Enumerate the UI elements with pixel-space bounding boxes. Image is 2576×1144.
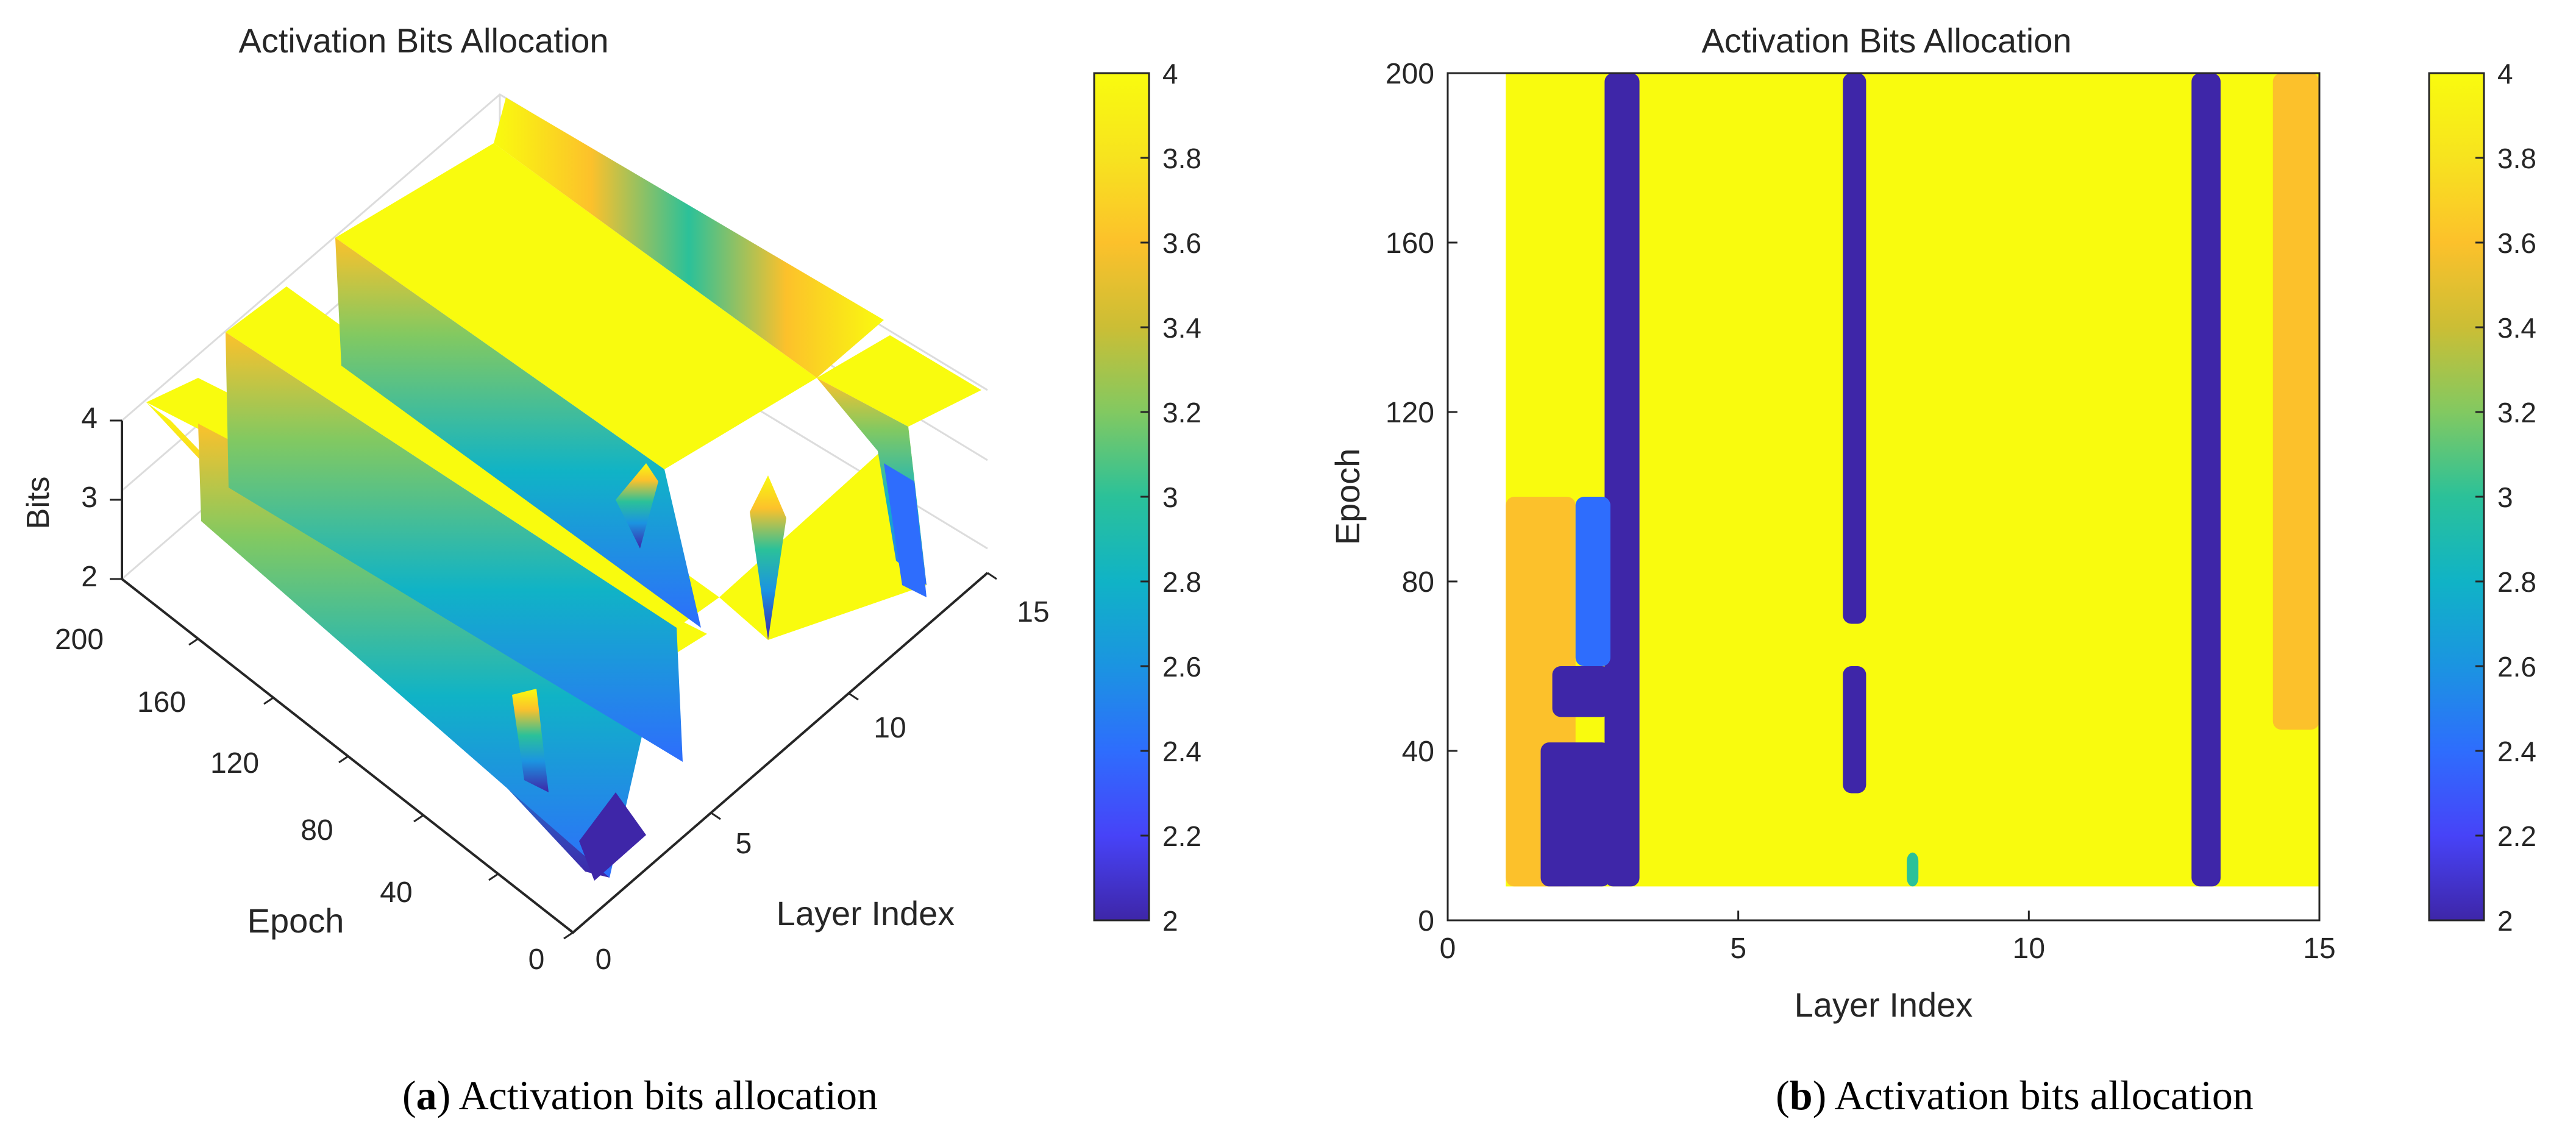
heatmap-region (1506, 73, 2319, 887)
heatmap-region (2272, 73, 2319, 730)
panel-a-surface-plot: Activation Bits Allocation (21, 21, 1201, 1118)
x-tick-label: 15 (1017, 596, 1049, 628)
colorbar-tick-label: 3.6 (2497, 227, 2536, 259)
y-axis-label: Epoch (247, 901, 344, 940)
colorbar-tick-label: 3.4 (1162, 312, 1201, 344)
z-tick-label: 4 (81, 402, 98, 435)
panel-b-heatmap-plot: Activation Bits Allocation 0 5 10 15 0 40 80 12… (1328, 21, 2536, 1118)
panel-a-title: Activation Bits Allocation (239, 21, 609, 60)
surface-dip-3 (512, 689, 549, 792)
panel-b-colorbar: 2 2.2 2.4 2.6 2.8 3 3.2 3.4 3.6 3.8 4 (2428, 58, 2536, 937)
heatmap-region (1575, 497, 1610, 666)
y-tick-label: 80 (1402, 566, 1434, 599)
z-tick-label: 2 (81, 561, 98, 593)
colorbar-tick-label: 3 (1162, 481, 1178, 513)
heatmap-region (1843, 73, 1866, 624)
panel-b-y-axis-label: Epoch (1328, 449, 1367, 545)
panel-a-surface (146, 98, 981, 881)
x-tick-label: 0 (1440, 933, 1456, 965)
colorbar-tick-label: 2.8 (1162, 566, 1201, 598)
y-tick-label: 160 (137, 686, 186, 719)
surface-central-plateau (335, 143, 817, 469)
colorbar-bar (2428, 72, 2485, 922)
colorbar-tick-label: 3.8 (1162, 143, 1201, 174)
colorbar-tick-label: 3.6 (1162, 227, 1201, 259)
heatmap-region (1843, 666, 1866, 794)
surface-second-ridge-side (226, 332, 683, 762)
z-axis-label: Bits (21, 477, 56, 530)
colorbar-tick-label: 2.4 (1162, 736, 1201, 767)
panel-b-caption: (b) Activation bits allocation (1776, 1072, 2254, 1118)
panel-b-title: Activation Bits Allocation (1702, 21, 2072, 60)
y-tick-label: 160 (1386, 227, 1434, 260)
x-tick-label: 10 (873, 712, 906, 744)
colorbar-tick-label: 2.6 (2497, 651, 2536, 683)
panel-b-axes-box (1446, 72, 2321, 922)
x-tick-label: 5 (736, 828, 752, 860)
surface-blue-valley (884, 463, 927, 597)
heatmap-region (1540, 742, 1610, 887)
panel-a-caption: (a) Activation bits allocation (402, 1072, 878, 1118)
y-tick-label: 0 (1418, 905, 1434, 937)
heatmap-region (1604, 73, 1640, 887)
heatmap-region (1907, 852, 1919, 887)
y-tick-label: 40 (380, 876, 412, 909)
panel-a-colorbar: 2 2.2 2.4 2.6 2.8 3 3.2 3.4 3.6 3.8 4 (1093, 58, 1201, 937)
y-tick-label: 80 (301, 814, 333, 847)
surface-plateau-front (335, 238, 701, 628)
panel-b-x-axis-label: Layer Index (1795, 986, 1973, 1024)
x-tick-label: 0 (596, 943, 612, 976)
x-tick-label: 15 (2303, 933, 2335, 965)
x-axis-label: Layer Index (777, 894, 955, 933)
y-tick-label: 200 (55, 624, 104, 656)
colorbar-tick-label: 3.4 (2497, 312, 2536, 344)
panel-b-axes-ticks: 0 5 10 15 0 40 80 120 160 200 (1386, 58, 2336, 965)
heatmap-regions (1506, 73, 2319, 887)
heatmap-region (1552, 666, 1610, 717)
y-tick-label: 120 (1386, 397, 1434, 429)
colorbar-tick-label: 4 (2497, 58, 2513, 90)
colorbar-tick-label: 2.4 (2497, 736, 2536, 767)
colorbar-tick-label: 2.2 (2497, 820, 2536, 852)
colorbar-tick-label: 3.2 (1162, 397, 1201, 428)
colorbar-tick-label: 2 (2497, 905, 2513, 937)
surface-top-ridge (494, 98, 884, 378)
colorbar-tick-label: 2.2 (1162, 820, 1201, 852)
colorbar-tick-label: 2.8 (2497, 566, 2536, 598)
surface-deep-valley (579, 792, 646, 881)
y-tick-label: 40 (1402, 736, 1434, 768)
y-tick-label: 120 (210, 747, 259, 780)
x-tick-label: 5 (1730, 933, 1746, 965)
colorbar-tick-label: 3 (2497, 481, 2513, 513)
surface-right-block (817, 335, 981, 427)
y-tick-label: 0 (528, 943, 545, 976)
panel-a-ticks (110, 419, 997, 940)
surface-dip-1 (750, 475, 786, 640)
y-tick-label: 200 (1386, 58, 1434, 90)
colorbar-tick-label: 3.8 (2497, 143, 2536, 174)
colorbar-tick-label: 4 (1162, 58, 1178, 90)
z-tick-label: 3 (81, 481, 98, 514)
x-tick-label: 10 (2013, 933, 2045, 965)
colorbar-tick-label: 2.6 (1162, 651, 1201, 683)
colorbar-tick-label: 2 (1162, 905, 1178, 937)
surface-dip-2 (616, 463, 658, 549)
heatmap-region (2191, 73, 2221, 887)
colorbar-tick-label: 3.2 (2497, 397, 2536, 428)
